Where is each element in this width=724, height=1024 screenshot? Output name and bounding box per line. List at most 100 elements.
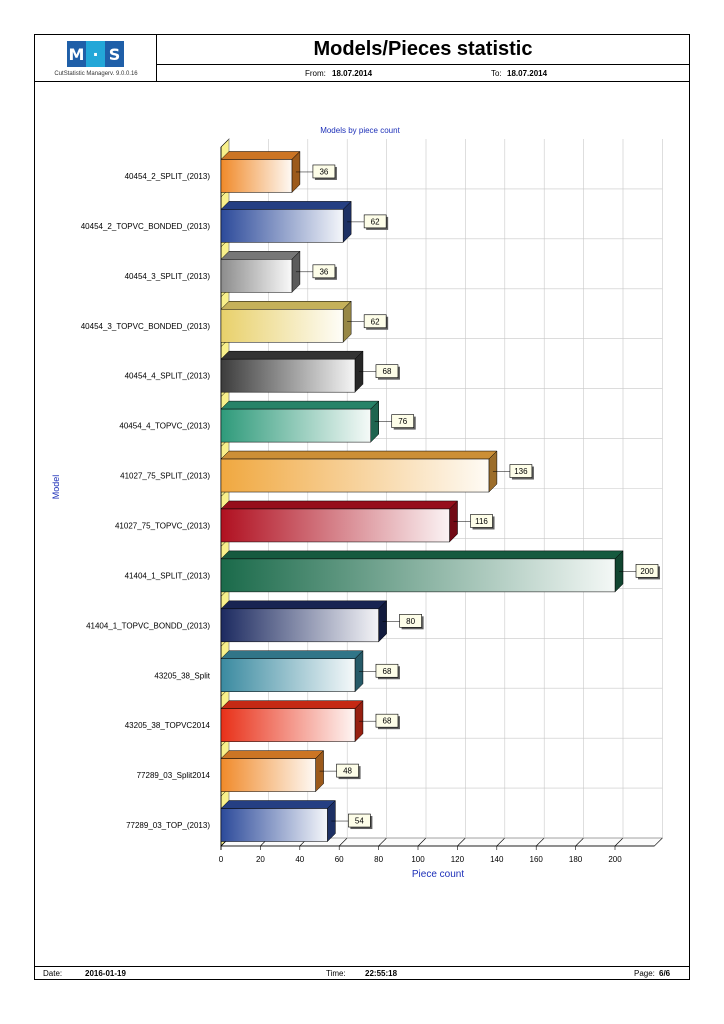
category-label: 77289_03_Split2014 bbox=[137, 771, 211, 780]
bar bbox=[220, 458, 490, 493]
value-box bbox=[348, 813, 371, 828]
from-label: From: bbox=[305, 69, 326, 78]
bar-top-face bbox=[220, 750, 325, 759]
bar-top-face bbox=[220, 550, 624, 560]
value-box bbox=[336, 763, 359, 778]
bar bbox=[220, 558, 616, 593]
time-value: 22:55:18 bbox=[365, 969, 398, 978]
value-box bbox=[375, 713, 399, 728]
x-axis-title: Piece count bbox=[412, 869, 464, 880]
time-label: Time: bbox=[326, 969, 346, 978]
value-label: 36 bbox=[319, 267, 328, 276]
value-box bbox=[375, 663, 399, 678]
bar bbox=[220, 608, 379, 643]
category-label: 41404_1_SPLIT_(2013) bbox=[125, 571, 211, 580]
value-box bbox=[509, 464, 533, 478]
bar bbox=[220, 508, 450, 543]
from-value: 18.07.2014 bbox=[332, 69, 373, 78]
value-label: 80 bbox=[406, 617, 415, 626]
page-label: Page: bbox=[634, 969, 655, 978]
logo-letter-s: S bbox=[105, 41, 124, 67]
bar bbox=[220, 309, 344, 343]
bar-top-face bbox=[220, 600, 388, 610]
bar bbox=[220, 808, 328, 842]
floor-tick-line bbox=[614, 837, 624, 847]
bar bbox=[220, 259, 293, 293]
category-label: 41027_75_TOPVC_(2013) bbox=[115, 521, 210, 530]
bar-top-face bbox=[220, 151, 301, 160]
logo-letter-m: M bbox=[67, 41, 86, 67]
floor-tick-line bbox=[496, 837, 506, 847]
x-tick-label: 40 bbox=[295, 855, 304, 864]
bar bbox=[220, 358, 356, 393]
date-range-row: From: 18.07.2014 To: 18.07.2014 bbox=[157, 65, 689, 82]
value-box bbox=[391, 414, 415, 428]
bar bbox=[220, 708, 356, 742]
bar-top-face bbox=[220, 201, 352, 210]
x-tick-label: 0 bbox=[219, 855, 224, 864]
bar bbox=[220, 658, 356, 692]
value-box bbox=[312, 164, 336, 179]
bar bbox=[220, 159, 293, 193]
bar bbox=[220, 758, 316, 792]
app-version: CutStatistic Managerv. 9.0.0.16 bbox=[54, 71, 138, 77]
value-label: 36 bbox=[319, 167, 328, 176]
category-label: 40454_3_SPLIT_(2013) bbox=[125, 272, 211, 281]
x-tick-label: 180 bbox=[569, 855, 583, 864]
value-box bbox=[470, 514, 493, 528]
category-label: 77289_03_TOP_(2013) bbox=[126, 821, 210, 830]
floor-tick-line bbox=[417, 837, 427, 847]
x-tick-label: 200 bbox=[608, 855, 622, 864]
value-box bbox=[363, 314, 387, 329]
report-page: M · S CutStatistic Managerv. 9.0.0.16 Mo… bbox=[34, 34, 690, 980]
logo-dot: · bbox=[86, 41, 105, 67]
value-box bbox=[312, 264, 336, 279]
logo-cell: M · S CutStatistic Managerv. 9.0.0.16 bbox=[35, 35, 157, 82]
plot-area: 0 20 40 60 80 100 120 140 160 180 200 40454_2_SPLIT… bbox=[81, 138, 664, 864]
page-value: 6/6 bbox=[659, 969, 671, 978]
x-tick-label: 100 bbox=[411, 855, 425, 864]
value-label: 116 bbox=[475, 517, 488, 526]
category-label: 41404_1_TOPVC_BONDD_(2013) bbox=[86, 621, 210, 630]
bar-top-face bbox=[220, 450, 498, 460]
category-label: 40454_4_TOPVC_(2013) bbox=[119, 422, 210, 431]
category-label: 40454_2_TOPVC_BONDED_(2013) bbox=[81, 222, 211, 231]
bar bbox=[220, 408, 371, 443]
to-label: To: bbox=[491, 69, 502, 78]
date-value: 2016-01-19 bbox=[85, 969, 126, 978]
category-label: 40454_4_SPLIT_(2013) bbox=[125, 372, 211, 381]
value-label: 54 bbox=[355, 817, 364, 826]
x-tick-label: 80 bbox=[374, 855, 383, 864]
floor-tick-line bbox=[457, 837, 466, 847]
value-box bbox=[399, 614, 422, 628]
value-label: 68 bbox=[383, 367, 392, 376]
value-label: 62 bbox=[371, 217, 380, 226]
date-label: Date: bbox=[43, 969, 63, 978]
value-label: 68 bbox=[383, 667, 392, 676]
x-tick-label: 140 bbox=[490, 855, 504, 864]
value-box bbox=[375, 364, 399, 378]
bar bbox=[220, 209, 344, 243]
bar-top-face bbox=[220, 251, 301, 260]
value-box bbox=[635, 564, 659, 578]
bar-top-face bbox=[220, 800, 336, 809]
value-label: 136 bbox=[514, 467, 528, 476]
report-footer: Date: 2016-01-19 Time: 22:55:18 Page: 6/… bbox=[35, 966, 689, 979]
value-label: 76 bbox=[398, 417, 407, 426]
floor-tick-line bbox=[378, 837, 387, 847]
category-label: 40454_2_SPLIT_(2013) bbox=[125, 172, 211, 181]
floor-tick-line bbox=[338, 837, 348, 847]
bar-top-face bbox=[220, 500, 459, 510]
value-label: 68 bbox=[383, 717, 392, 726]
floor-tick-line bbox=[575, 837, 584, 847]
x-tick-label: 120 bbox=[451, 855, 465, 864]
value-label: 62 bbox=[371, 317, 380, 326]
category-label: 41027_75_SPLIT_(2013) bbox=[120, 472, 210, 481]
to-value: 18.07.2014 bbox=[507, 69, 548, 78]
value-box bbox=[363, 214, 387, 229]
x-tick-label: 20 bbox=[256, 855, 265, 864]
bar-top-face bbox=[220, 350, 364, 360]
category-label: 40454_3_TOPVC_BONDED_(2013) bbox=[81, 322, 211, 331]
app-logo: M · S bbox=[67, 41, 125, 67]
